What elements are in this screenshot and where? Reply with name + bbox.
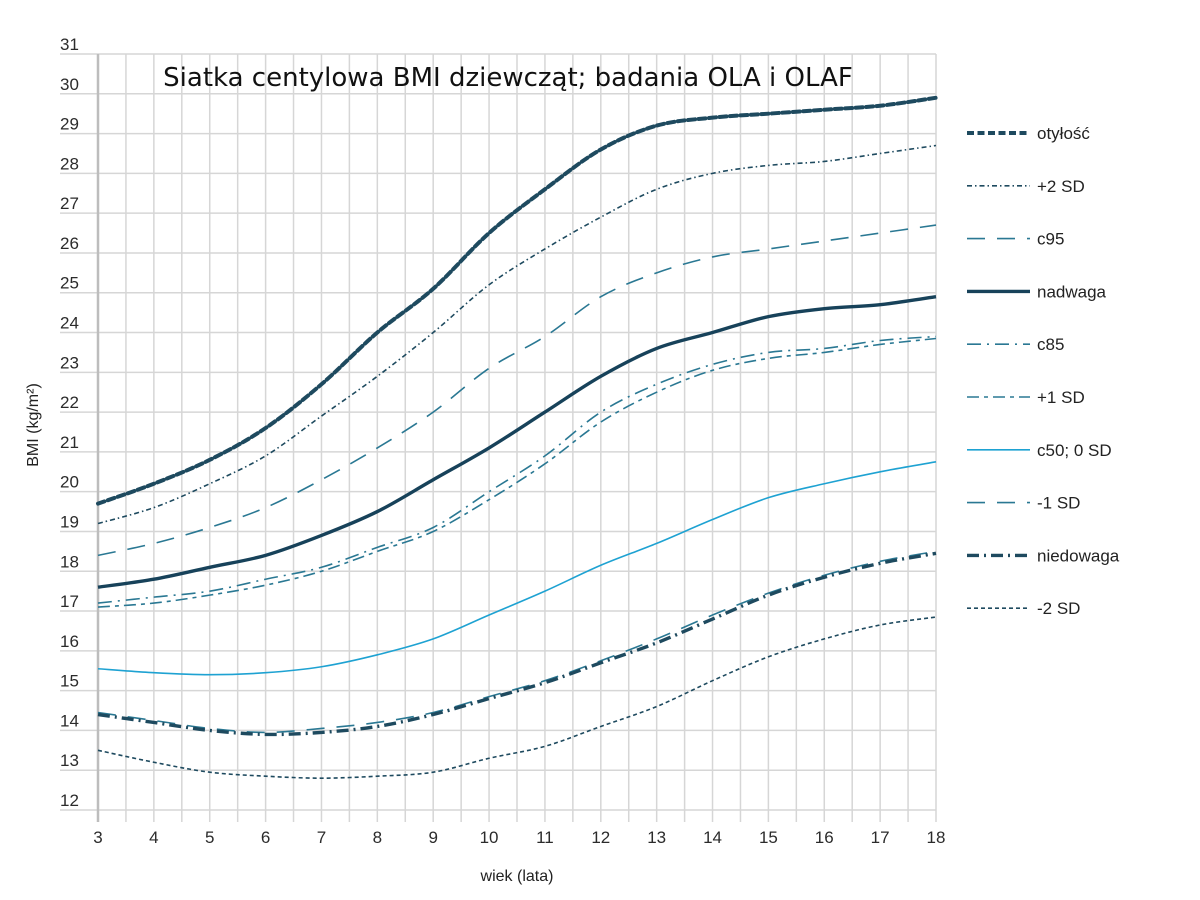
x-tick-label: 16 xyxy=(815,828,834,847)
y-tick-label: 17 xyxy=(60,592,79,611)
y-tick-label: 13 xyxy=(60,751,79,770)
y-tick-label: 22 xyxy=(60,393,79,412)
series-line--2-sd xyxy=(97,144,937,525)
legend-label: nadwaga xyxy=(1037,282,1107,301)
chart-title: Siatka centylowa BMI dziewcząt; badania … xyxy=(163,63,853,93)
x-tick-label: 14 xyxy=(703,828,722,847)
legend-label: +2 SD xyxy=(1037,177,1085,196)
series-line-nadwaga xyxy=(97,295,937,589)
series-line--2-sd xyxy=(97,616,937,779)
y-tick-label: 25 xyxy=(60,274,79,293)
x-axis-ticks: 3 4 5 6 7 8 9 10 11 12 13 14 15 16 17 18 xyxy=(93,828,945,847)
x-tick-label: 13 xyxy=(647,828,666,847)
x-tick-label: 3 xyxy=(93,828,102,847)
y-tick-label: 30 xyxy=(60,75,79,94)
series-line-c50-0-sd xyxy=(97,461,937,676)
legend-label: +1 SD xyxy=(1037,388,1085,407)
y-tick-label: 20 xyxy=(60,473,79,492)
y-tick-label: 24 xyxy=(60,314,79,333)
y-tick-label: 15 xyxy=(60,672,79,691)
y-tick-label: 16 xyxy=(60,632,79,651)
y-axis-ticks: 12 13 14 15 16 17 18 19 20 21 22 23 24 25 26 27 28 29 30 31 xyxy=(60,35,79,810)
y-tick-label: 21 xyxy=(60,433,79,452)
y-tick-label: 23 xyxy=(60,353,79,372)
series-lines xyxy=(96,95,938,779)
series-line-c95 xyxy=(97,224,937,557)
legend-label: c95 xyxy=(1037,230,1064,249)
legend-label: -2 SD xyxy=(1037,599,1080,618)
y-tick-label: 31 xyxy=(60,35,79,54)
y-axis-label: BMI (kg/m²) xyxy=(25,383,42,467)
x-tick-label: 7 xyxy=(317,828,326,847)
legend-label: c85 xyxy=(1037,335,1064,354)
legend-label: -1 SD xyxy=(1037,494,1080,513)
y-tick-label: 19 xyxy=(60,512,79,531)
x-tick-label: 10 xyxy=(480,828,499,847)
x-tick-label: 15 xyxy=(759,828,778,847)
series-line-oty-o- xyxy=(96,95,938,506)
legend-label: niedowaga xyxy=(1037,546,1120,565)
y-tick-label: 29 xyxy=(60,115,79,134)
x-tick-label: 17 xyxy=(871,828,890,847)
y-tick-label: 18 xyxy=(60,552,79,571)
x-tick-label: 9 xyxy=(428,828,437,847)
x-tick-label: 11 xyxy=(536,828,554,847)
x-tick-label: 18 xyxy=(927,828,946,847)
legend: otyłość +2 SD c95 nadwaga c85 +1 SD c50; 0 SD -… xyxy=(967,124,1120,618)
x-tick-label: 6 xyxy=(261,828,270,847)
series-line-niedowaga xyxy=(97,551,937,737)
y-tick-label: 14 xyxy=(60,711,79,730)
series-line--1-sd xyxy=(97,550,937,734)
x-tick-label: 5 xyxy=(205,828,214,847)
grid xyxy=(60,53,937,822)
x-axis-label: wiek (lata) xyxy=(480,868,554,885)
y-tick-label: 27 xyxy=(60,194,79,213)
x-tick-label: 8 xyxy=(373,828,382,847)
x-tick-label: 4 xyxy=(149,828,158,847)
legend-label: otyłość xyxy=(1037,124,1090,143)
y-tick-label: 26 xyxy=(60,234,79,253)
legend-label: c50; 0 SD xyxy=(1037,441,1112,460)
y-tick-label: 28 xyxy=(60,154,79,173)
y-tick-label: 12 xyxy=(60,791,79,810)
series-line--1-sd xyxy=(97,337,937,608)
series-line-c85 xyxy=(97,335,937,604)
x-tick-label: 12 xyxy=(591,828,610,847)
